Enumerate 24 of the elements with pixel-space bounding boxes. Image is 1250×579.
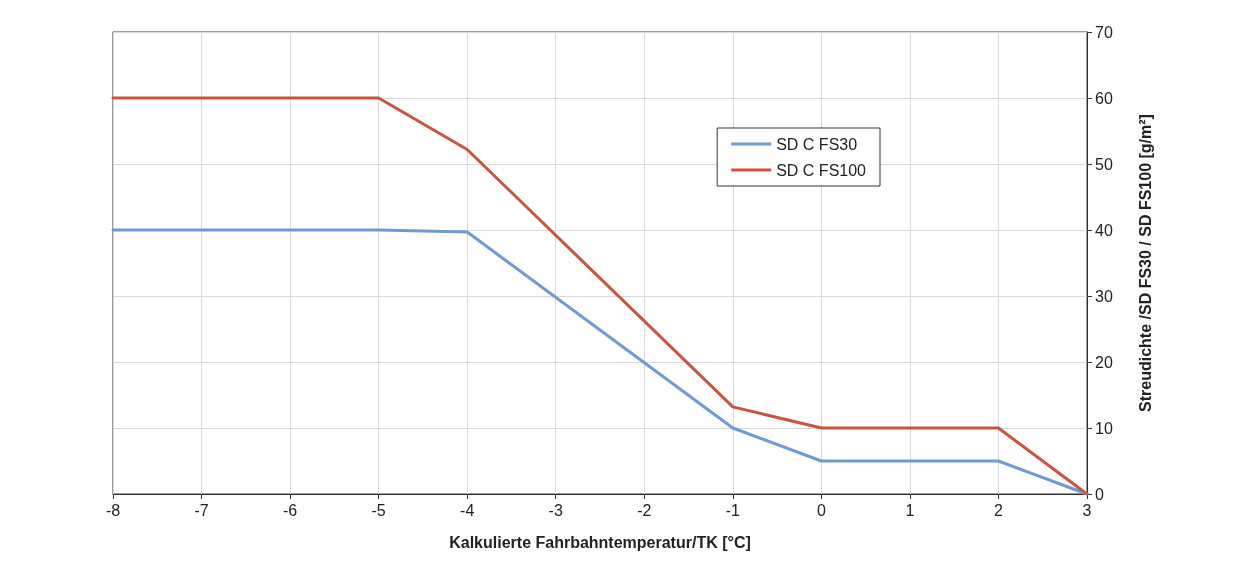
y-tick-label: 10	[1095, 419, 1113, 437]
y-tick-label: 50	[1095, 155, 1113, 173]
x-tick-label: -6	[282, 501, 298, 519]
y-tick-label: 20	[1095, 353, 1113, 371]
y-tick-label: 0	[1095, 485, 1104, 503]
x-tick-label: 2	[994, 501, 1003, 519]
x-tick-label: 0	[816, 501, 826, 519]
y-tick-label: 70	[1095, 23, 1113, 41]
x-tick-label: 3	[1082, 501, 1092, 519]
legend-label: SD C FS30	[776, 135, 858, 153]
x-tick-label: -3	[548, 501, 563, 519]
x-tick-label: -5	[371, 501, 386, 519]
y-tick-label: 60	[1095, 89, 1113, 107]
x-tick-label: 1	[905, 501, 915, 519]
y-axis-title: Streudichte /SD FS30 / SD FS100 [g/m²]	[1136, 114, 1154, 412]
x-tick-label: -2	[637, 501, 652, 519]
y-tick-label: 40	[1095, 221, 1113, 239]
legend-label: SD C FS100	[776, 161, 867, 179]
x-tick-label: -8	[105, 501, 121, 519]
x-tick-label: -4	[460, 501, 475, 519]
x-tick-label: -1	[725, 501, 741, 519]
x-tick-label: -7	[194, 501, 209, 519]
x-axis-title: Kalkulierte Fahrbahntemperatur/TK [°C]	[449, 533, 751, 551]
y-tick-label: 30	[1095, 287, 1113, 305]
